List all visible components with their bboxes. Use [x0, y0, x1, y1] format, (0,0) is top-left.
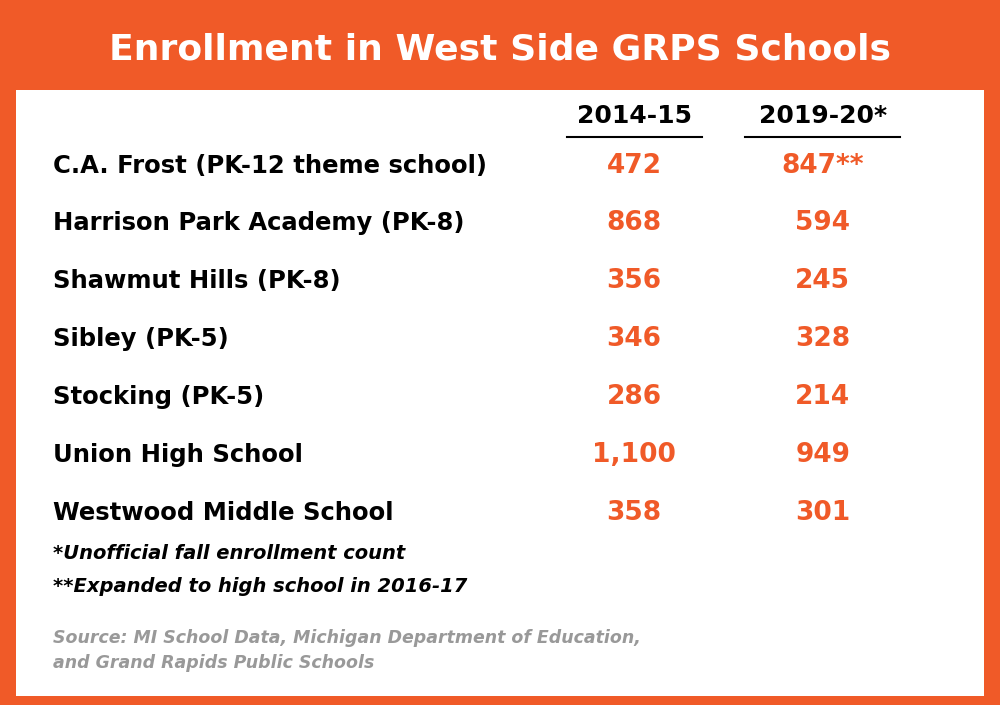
Text: 1,100: 1,100	[592, 442, 676, 467]
FancyBboxPatch shape	[16, 9, 984, 90]
Text: C.A. Frost (PK-12 theme school): C.A. Frost (PK-12 theme school)	[53, 154, 487, 178]
Text: Source: MI School Data, Michigan Department of Education,: Source: MI School Data, Michigan Departm…	[53, 629, 641, 647]
Text: 949: 949	[795, 442, 850, 467]
FancyBboxPatch shape	[16, 90, 984, 696]
Text: 358: 358	[606, 500, 662, 525]
Text: **Expanded to high school in 2016-17: **Expanded to high school in 2016-17	[53, 577, 468, 596]
Text: 346: 346	[607, 326, 662, 352]
Text: Shawmut Hills (PK-8): Shawmut Hills (PK-8)	[53, 269, 341, 293]
Text: 356: 356	[606, 269, 662, 294]
Text: 594: 594	[795, 211, 850, 236]
Text: 286: 286	[606, 384, 662, 410]
Text: 328: 328	[795, 326, 850, 352]
Text: *Unofficial fall enrollment count: *Unofficial fall enrollment count	[53, 544, 405, 563]
Text: 214: 214	[795, 384, 850, 410]
Text: Sibley (PK-5): Sibley (PK-5)	[53, 327, 229, 351]
Text: 847**: 847**	[781, 153, 864, 178]
Text: 245: 245	[795, 269, 850, 294]
Text: 2014-15: 2014-15	[577, 104, 692, 128]
Text: Union High School: Union High School	[53, 443, 303, 467]
Text: Enrollment in West Side GRPS Schools: Enrollment in West Side GRPS Schools	[109, 32, 891, 67]
Text: 868: 868	[606, 211, 662, 236]
Text: and Grand Rapids Public Schools: and Grand Rapids Public Schools	[53, 654, 375, 672]
Text: Stocking (PK-5): Stocking (PK-5)	[53, 385, 264, 409]
Text: Harrison Park Academy (PK-8): Harrison Park Academy (PK-8)	[53, 212, 465, 235]
Text: Westwood Middle School: Westwood Middle School	[53, 501, 394, 525]
Text: 472: 472	[607, 153, 662, 178]
Text: 301: 301	[795, 500, 850, 525]
Text: 2019-20*: 2019-20*	[759, 104, 887, 128]
